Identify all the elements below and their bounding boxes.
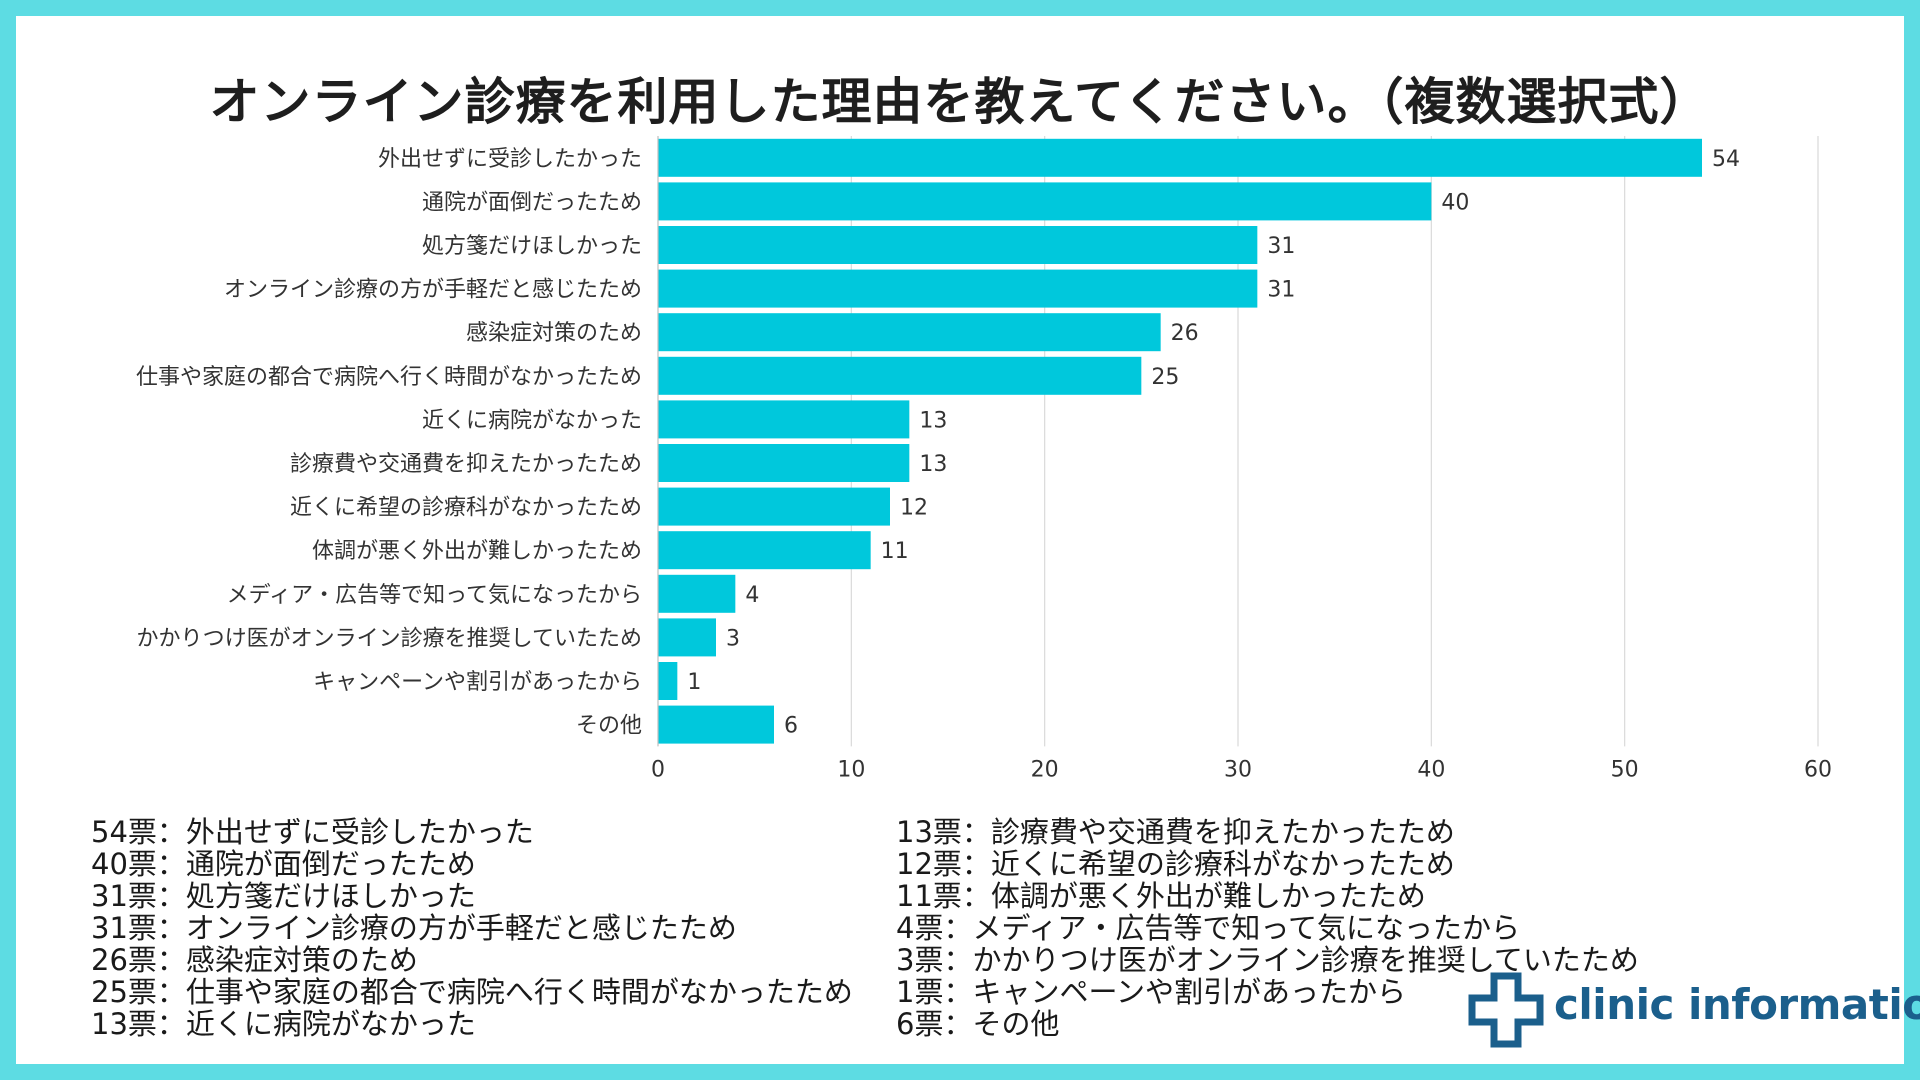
- category-label: 仕事や家庭の都合で病院へ行く時間がなかったため: [136, 365, 642, 390]
- x-tick-label: 30: [1224, 757, 1252, 782]
- category-label: その他: [576, 714, 642, 739]
- bar: [658, 662, 678, 700]
- value-label: 3: [726, 626, 740, 651]
- bar: [658, 356, 1142, 395]
- category-label: キャンペーンや割引があったから: [313, 670, 642, 695]
- value-label: 31: [1267, 278, 1295, 303]
- x-tick-label: 10: [837, 757, 865, 782]
- bar: [658, 182, 1432, 221]
- value-label: 25: [1151, 365, 1179, 390]
- category-label: 体調が悪く外出が難しかったため: [312, 539, 642, 564]
- vote-summary-item: 1票：キャンペーンや割引があったから: [896, 975, 1407, 1009]
- x-tick-label: 20: [1031, 757, 1059, 782]
- vote-summary-item: 13票：近くに病院がなかった: [91, 1007, 476, 1041]
- bar: [658, 487, 890, 526]
- vote-summary-item: 40票：通院が面倒だったため: [91, 847, 476, 881]
- value-label: 54: [1712, 147, 1740, 172]
- clinic-information-logo: clinic information: [1448, 966, 1920, 1066]
- value-label: 6: [784, 714, 798, 739]
- category-label: 感染症対策のため: [466, 321, 642, 346]
- vote-summary-item: 6票：その他: [896, 1007, 1060, 1041]
- medical-cross-icon: [1468, 972, 1544, 1048]
- category-label: かかりつけ医がオンライン診療を推奨していたため: [136, 626, 642, 651]
- bar: [658, 574, 736, 613]
- category-label: 処方箋だけほしかった: [422, 234, 642, 259]
- category-label: 外出せずに受診したかった: [378, 147, 642, 172]
- x-tick-label: 40: [1417, 757, 1445, 782]
- logo-text: clinic information: [1554, 980, 1920, 1029]
- vote-summary-item: 31票：オンライン診療の方が手軽だと感じたため: [91, 911, 737, 945]
- bar: [658, 618, 716, 657]
- value-label: 11: [881, 539, 909, 564]
- category-label: 近くに希望の診療科がなかったため: [290, 496, 642, 521]
- value-label: 13: [919, 452, 947, 477]
- x-tick-label: 0: [651, 757, 665, 782]
- category-label: 通院が面倒だったため: [422, 190, 642, 215]
- vote-summary-item: 4票：メディア・広告等で知って気になったから: [896, 911, 1520, 945]
- vote-summary-item: 11票：体調が悪く外出が難しかったため: [896, 879, 1426, 913]
- vote-summary-right: 13票：診療費や交通費を抑えたかったため 12票：近くに希望の診療科がなかったため…: [896, 816, 1639, 1040]
- vote-summary-item: 31票：処方箋だけほしかった: [91, 879, 476, 913]
- value-label: 4: [745, 583, 759, 608]
- vote-summary-item: 3票：かかりつけ医がオンライン診療を推奨していたため: [896, 943, 1639, 977]
- value-label: 13: [919, 408, 947, 433]
- vote-summary-item: 25票：仕事や家庭の都合で病院へ行く時間がなかったため: [91, 975, 853, 1009]
- category-label: メディア・広告等で知って気になったから: [227, 583, 642, 608]
- x-tick-label: 50: [1611, 757, 1639, 782]
- category-label: オンライン診療の方が手軽だと感じたため: [224, 278, 642, 303]
- vote-summary-item: 12票：近くに希望の診療科がなかったため: [896, 847, 1455, 881]
- bar: [658, 269, 1258, 308]
- chart-title: オンライン診療を利用した理由を教えてください。（複数選択式）: [209, 73, 1711, 131]
- value-label: 40: [1441, 190, 1469, 215]
- bar: [658, 138, 1702, 177]
- vote-summary-left: 54票：外出せずに受診したかった 40票：通院が面倒だったため 31票：処方箋だけほ…: [91, 816, 853, 1040]
- bar: [658, 705, 774, 744]
- value-label: 12: [900, 496, 928, 521]
- vote-summary-item: 13票：診療費や交通費を抑えたかったため: [896, 815, 1455, 849]
- vote-summary-item: 54票：外出せずに受診したかった: [91, 815, 534, 849]
- bar: [658, 531, 871, 570]
- x-tick-label: 60: [1804, 757, 1832, 782]
- bar: [658, 444, 910, 482]
- bar: [658, 226, 1258, 264]
- bar: [658, 313, 1161, 352]
- value-label: 26: [1171, 321, 1199, 346]
- value-label: 31: [1267, 234, 1295, 259]
- bar: [658, 400, 910, 439]
- category-label: 診療費や交通費を抑えたかったため: [290, 452, 642, 477]
- value-label: 1: [687, 670, 701, 695]
- vote-summary-item: 26票：感染症対策のため: [91, 943, 418, 977]
- chart-card: オンライン診療を利用した理由を教えてください。（複数選択式） 外出せずに受診した…: [16, 16, 1920, 1066]
- category-label: 近くに病院がなかった: [422, 408, 642, 433]
